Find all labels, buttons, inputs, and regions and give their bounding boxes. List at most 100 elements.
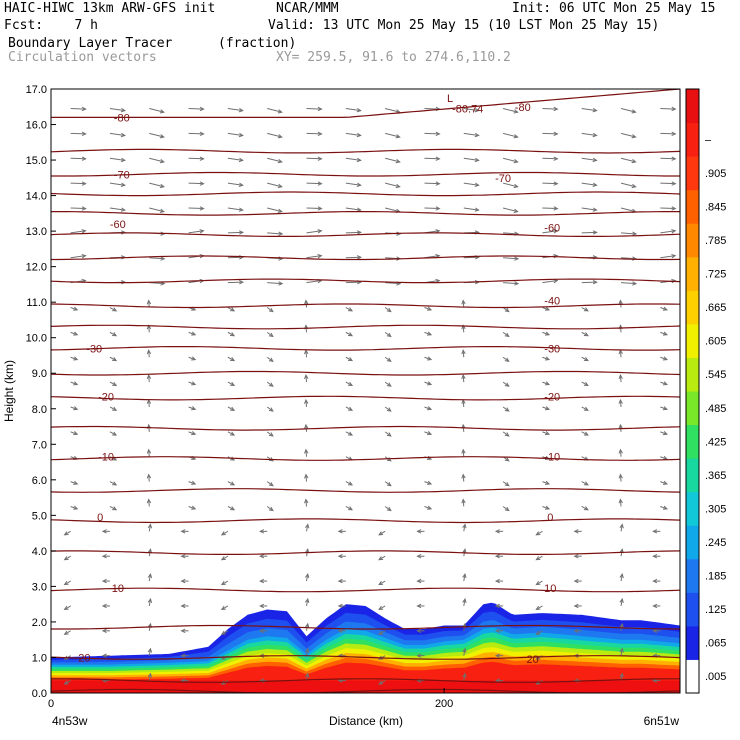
vector-shaft: [305, 399, 308, 408]
vector-arrow: [581, 506, 589, 511]
vector-shaft: [305, 350, 308, 358]
vector-shaft: [109, 132, 125, 136]
contour-label: -20: [98, 391, 114, 403]
vector-shaft: [267, 282, 283, 285]
vector-shaft: [266, 481, 274, 487]
y-tick-label: 3.0: [32, 581, 47, 593]
vector-head: [395, 183, 401, 189]
vector-arrow: [618, 398, 623, 408]
vector-arrow: [259, 578, 268, 584]
vector-head: [494, 529, 500, 534]
vector-shaft: [502, 108, 518, 113]
temperature-contour: [51, 425, 680, 431]
vector-arrow: [424, 505, 433, 510]
vector-head: [395, 134, 401, 139]
vector-head: [146, 373, 152, 380]
vector-head: [535, 531, 541, 536]
vector-shaft: [70, 307, 78, 311]
vector-shaft: [502, 307, 510, 313]
vector-arrow: [267, 207, 283, 213]
vector-shaft: [619, 350, 622, 358]
vector-arrow: [461, 473, 466, 482]
vector-shaft: [620, 282, 637, 285]
vector-head: [395, 158, 401, 164]
vector-head: [337, 529, 343, 534]
vector-shaft: [660, 230, 676, 234]
vector-arrow: [384, 381, 392, 387]
vector-arrow: [581, 280, 598, 285]
temperature-contour: [51, 324, 680, 330]
vector-shaft: [266, 307, 274, 313]
vector-shaft: [384, 356, 392, 362]
vector-arrow: [267, 231, 284, 236]
vector-shaft: [424, 406, 432, 410]
vector-arrow: [188, 181, 205, 186]
vector-head: [305, 597, 310, 604]
contour-label: 10: [112, 583, 124, 595]
temperature-contour: [51, 518, 680, 524]
x-tick-label: 0: [48, 698, 54, 710]
vector-arrow: [542, 181, 559, 186]
vector-arrow: [306, 106, 323, 112]
vector-shaft: [378, 530, 386, 536]
vector-shaft: [620, 182, 636, 188]
vector-shaft: [660, 108, 676, 110]
vector-head: [278, 231, 284, 236]
vector-arrow: [266, 481, 274, 487]
vector-head: [513, 134, 519, 139]
vector-arrow: [463, 132, 480, 138]
vector-head: [317, 229, 323, 234]
vector-arrow: [101, 554, 110, 559]
vector-arrow: [502, 431, 510, 437]
x-axis-left-endpoint: 4n53w: [52, 714, 88, 728]
vector-head: [277, 134, 283, 139]
vector-arrow: [304, 398, 309, 408]
vector-head: [259, 578, 265, 584]
vector-arrow: [306, 253, 323, 259]
vector-shaft: [462, 474, 465, 482]
vector-head: [191, 431, 197, 436]
vector-arrow: [146, 349, 152, 358]
vector-shaft: [64, 630, 71, 635]
vector-head: [73, 356, 79, 361]
vector-arrow: [259, 628, 268, 634]
vector-arrow: [535, 630, 543, 635]
vector-head: [304, 398, 309, 404]
vector-shaft: [660, 255, 676, 259]
vector-head: [671, 278, 677, 284]
vector-shaft: [148, 449, 150, 457]
vector-shaft: [148, 375, 150, 383]
vector-arrow: [385, 157, 401, 164]
vector-arrow: [660, 156, 677, 161]
vector-shaft: [149, 132, 164, 138]
vector-shaft: [536, 605, 543, 610]
temperature-contour: [51, 550, 680, 555]
vector-shaft: [188, 481, 196, 485]
vector-head: [553, 206, 559, 211]
vector-shaft: [463, 207, 479, 211]
vector-head: [81, 229, 87, 234]
vector-head: [513, 109, 519, 114]
vector-head: [147, 647, 153, 653]
vector-arrow: [384, 331, 392, 338]
vector-arrow: [502, 406, 510, 412]
colorbar-swatch: [686, 156, 699, 191]
colorbar-label: .905: [705, 168, 726, 180]
vector-shaft: [267, 232, 283, 235]
vector-shaft: [619, 449, 622, 457]
vector-arrow: [618, 448, 623, 457]
vector-shaft: [463, 598, 466, 607]
vector-arrow: [345, 356, 354, 362]
vector-shaft: [305, 449, 308, 457]
vector-arrow: [227, 481, 236, 486]
vector-arrow: [70, 206, 87, 211]
vector-head: [238, 157, 244, 163]
vector-arrow: [378, 680, 386, 685]
temperature-contour: [51, 370, 680, 376]
temperature-contour: [51, 346, 680, 351]
vector-shaft: [109, 182, 125, 186]
colorbar-label: .305: [705, 503, 726, 515]
vector-head: [462, 597, 467, 604]
vector-arrow: [146, 398, 152, 408]
vector-head: [147, 573, 153, 579]
